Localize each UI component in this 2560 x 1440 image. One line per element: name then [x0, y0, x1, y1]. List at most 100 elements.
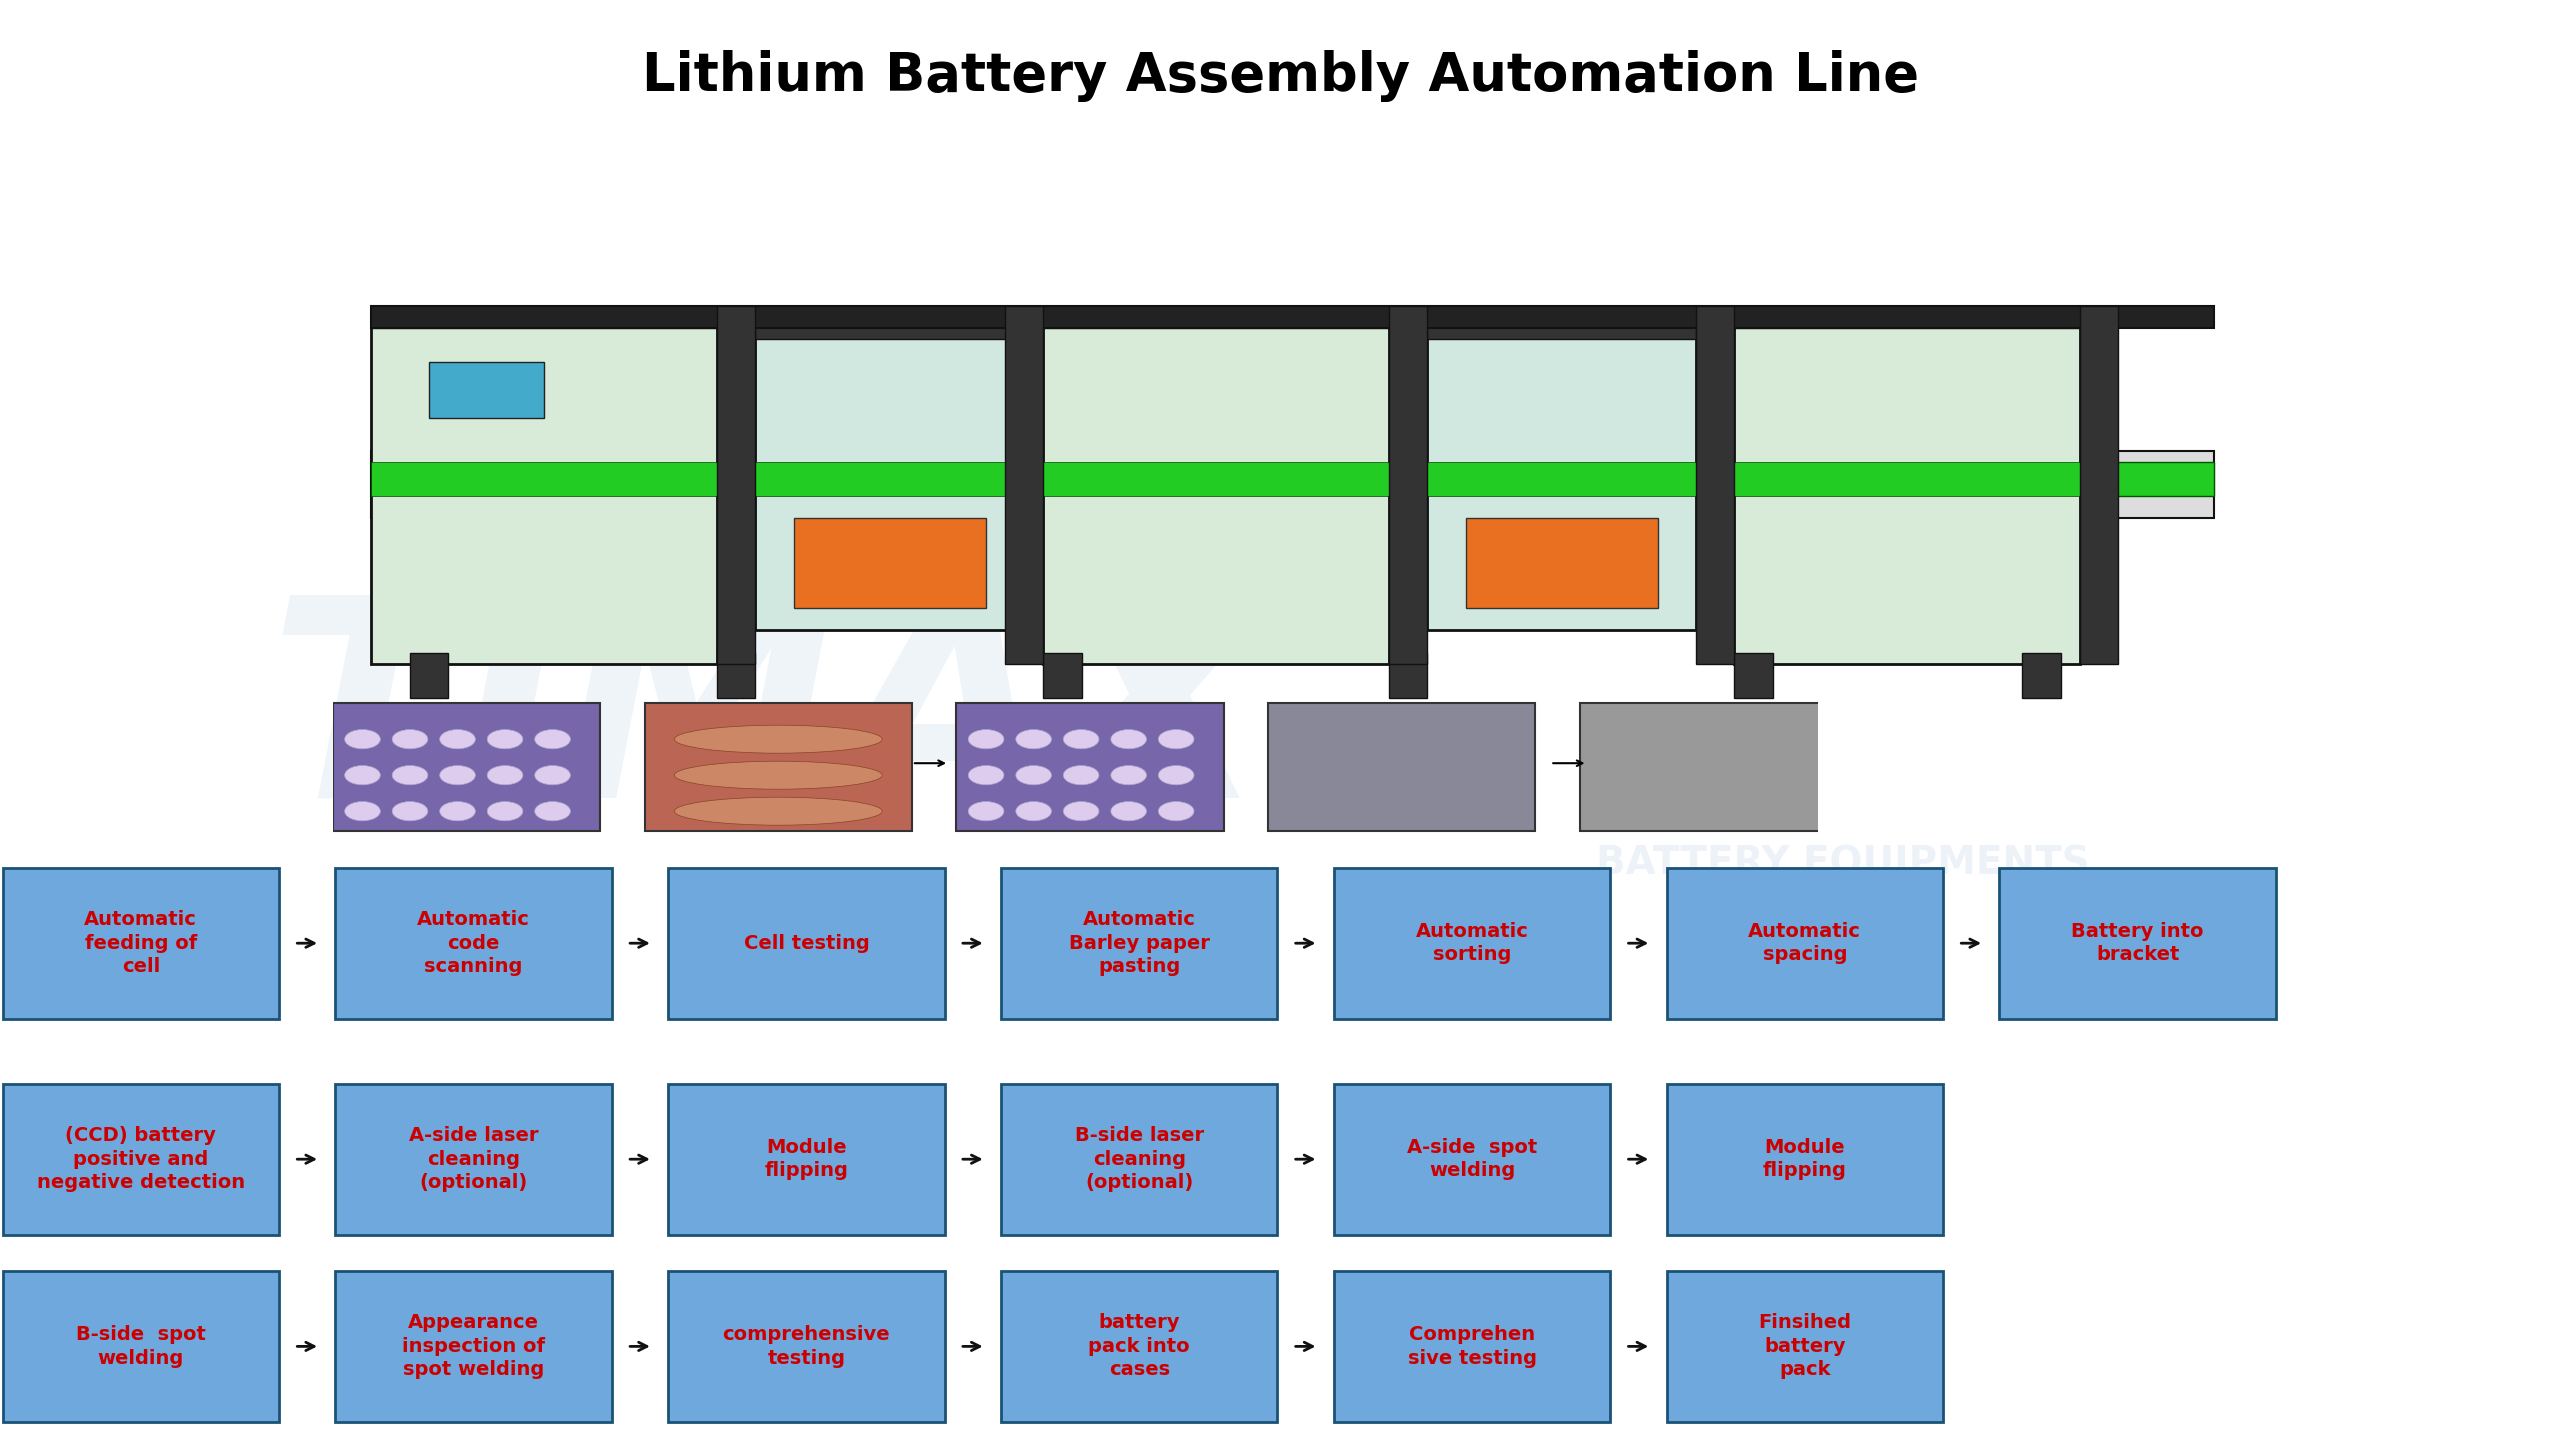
- Circle shape: [440, 802, 476, 821]
- Text: A-side laser
cleaning
(optional): A-side laser cleaning (optional): [410, 1126, 538, 1192]
- Bar: [645, 703, 911, 831]
- Text: Automatic
code
scanning: Automatic code scanning: [417, 910, 530, 976]
- Circle shape: [1157, 730, 1193, 749]
- Circle shape: [1157, 802, 1193, 821]
- FancyBboxPatch shape: [1334, 1272, 1610, 1423]
- Bar: [1267, 703, 1536, 831]
- Bar: [1428, 317, 1697, 340]
- FancyBboxPatch shape: [668, 1272, 945, 1423]
- Text: Cell testing: Cell testing: [742, 933, 870, 953]
- Circle shape: [392, 766, 428, 785]
- FancyBboxPatch shape: [1001, 867, 1277, 1020]
- Circle shape: [968, 766, 1004, 785]
- FancyBboxPatch shape: [1334, 867, 1610, 1020]
- Text: B-side  spot
welding: B-side spot welding: [77, 1325, 205, 1368]
- Bar: [1736, 305, 2079, 328]
- Bar: [371, 305, 717, 328]
- Ellipse shape: [673, 798, 883, 825]
- Circle shape: [392, 802, 428, 821]
- Bar: [717, 652, 755, 697]
- Bar: [1697, 305, 1736, 664]
- Bar: [371, 305, 2214, 328]
- Circle shape: [440, 730, 476, 749]
- Bar: [1580, 703, 1848, 831]
- Bar: [1006, 305, 1044, 664]
- Bar: [2022, 652, 2061, 697]
- Bar: [957, 703, 1224, 831]
- Circle shape: [1157, 766, 1193, 785]
- Circle shape: [1062, 766, 1098, 785]
- Text: B-side laser
cleaning
(optional): B-side laser cleaning (optional): [1075, 1126, 1203, 1192]
- Bar: [1044, 652, 1083, 697]
- Bar: [1467, 518, 1659, 608]
- Text: A-side  spot
welding: A-side spot welding: [1408, 1138, 1536, 1181]
- FancyBboxPatch shape: [1999, 867, 2276, 1020]
- Bar: [794, 518, 986, 608]
- Circle shape: [1111, 766, 1147, 785]
- Circle shape: [486, 802, 522, 821]
- Circle shape: [1016, 730, 1052, 749]
- Text: Module
flipping: Module flipping: [1764, 1138, 1846, 1181]
- Bar: [371, 462, 2214, 495]
- FancyBboxPatch shape: [668, 1083, 945, 1234]
- Bar: [1736, 652, 1774, 697]
- Bar: [1044, 305, 1390, 328]
- FancyBboxPatch shape: [3, 1272, 279, 1423]
- Bar: [1736, 305, 2079, 664]
- Bar: [1736, 462, 2079, 495]
- Bar: [430, 361, 545, 418]
- Bar: [1044, 305, 1390, 664]
- FancyBboxPatch shape: [3, 867, 279, 1020]
- Bar: [2081, 305, 2120, 664]
- FancyBboxPatch shape: [1667, 867, 1943, 1020]
- Text: comprehensive
testing: comprehensive testing: [722, 1325, 891, 1368]
- FancyBboxPatch shape: [1667, 1272, 1943, 1423]
- FancyBboxPatch shape: [1001, 1272, 1277, 1423]
- Circle shape: [1111, 730, 1147, 749]
- Circle shape: [535, 766, 571, 785]
- Ellipse shape: [673, 726, 883, 753]
- FancyBboxPatch shape: [335, 1083, 612, 1234]
- Circle shape: [535, 802, 571, 821]
- FancyBboxPatch shape: [3, 1083, 279, 1234]
- Text: Lithium Battery Assembly Automation Line: Lithium Battery Assembly Automation Line: [643, 50, 1917, 102]
- Circle shape: [1016, 802, 1052, 821]
- Circle shape: [486, 766, 522, 785]
- Bar: [371, 305, 717, 664]
- Text: Comprehen
sive testing: Comprehen sive testing: [1408, 1325, 1536, 1368]
- Text: Appearance
inspection of
spot welding: Appearance inspection of spot welding: [402, 1313, 545, 1380]
- Ellipse shape: [673, 762, 883, 789]
- Bar: [1390, 305, 1428, 664]
- Circle shape: [1062, 730, 1098, 749]
- Bar: [1428, 462, 1697, 495]
- Circle shape: [1016, 766, 1052, 785]
- Circle shape: [346, 730, 381, 749]
- Text: BATTERY EQUIPMENTS: BATTERY EQUIPMENTS: [1597, 845, 2089, 883]
- Bar: [755, 462, 1024, 495]
- FancyBboxPatch shape: [668, 867, 945, 1020]
- FancyBboxPatch shape: [335, 1272, 612, 1423]
- Bar: [717, 305, 755, 664]
- Text: TIMAX: TIMAX: [269, 585, 1267, 855]
- Text: battery
pack into
cases: battery pack into cases: [1088, 1313, 1190, 1380]
- Bar: [410, 652, 448, 697]
- Circle shape: [392, 730, 428, 749]
- Circle shape: [535, 730, 571, 749]
- Text: Automatic
feeding of
cell: Automatic feeding of cell: [84, 910, 197, 976]
- Text: Battery into
bracket: Battery into bracket: [2071, 922, 2204, 965]
- Circle shape: [346, 802, 381, 821]
- Bar: [371, 462, 717, 495]
- Text: Automatic
spacing: Automatic spacing: [1748, 922, 1861, 965]
- FancyBboxPatch shape: [335, 867, 612, 1020]
- Bar: [371, 451, 2214, 518]
- Bar: [1390, 652, 1428, 697]
- Circle shape: [1062, 802, 1098, 821]
- Bar: [755, 317, 1024, 631]
- Circle shape: [968, 730, 1004, 749]
- Text: Finsihed
battery
pack: Finsihed battery pack: [1759, 1313, 1851, 1380]
- FancyBboxPatch shape: [1334, 1083, 1610, 1234]
- Circle shape: [440, 766, 476, 785]
- Text: Automatic
Barley paper
pasting: Automatic Barley paper pasting: [1068, 910, 1211, 976]
- Circle shape: [486, 730, 522, 749]
- Text: Module
flipping: Module flipping: [765, 1138, 847, 1181]
